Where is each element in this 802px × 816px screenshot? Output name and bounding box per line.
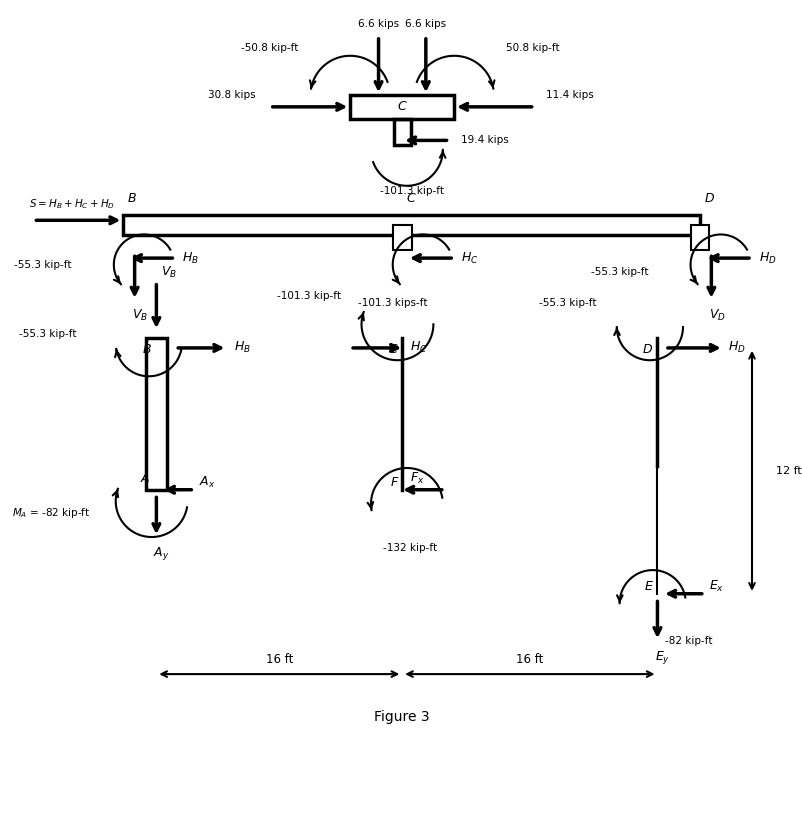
Text: $H_C$: $H_C$ [410,340,427,356]
Text: $E_y$: $E_y$ [654,649,670,666]
Text: C: C [389,344,398,357]
Text: -50.8 kip-ft: -50.8 kip-ft [241,43,298,53]
Text: $F_x$: $F_x$ [410,471,424,486]
Text: E: E [645,579,653,592]
Text: F: F [391,476,398,489]
Text: 11.4 kips: 11.4 kips [546,90,593,100]
Text: $V_B$: $V_B$ [132,308,148,323]
Text: -101.3 kip-ft: -101.3 kip-ft [379,185,444,196]
Text: D: D [643,344,653,357]
Text: C: C [398,100,407,113]
Text: B: B [128,192,136,205]
Text: C: C [407,192,415,205]
Bar [691,225,710,250]
Text: 12 ft: 12 ft [776,466,801,476]
Text: B: B [143,344,152,357]
Text: -55.3 kip-ft: -55.3 kip-ft [18,329,76,339]
Text: $M_A$ = -82 kip-ft: $M_A$ = -82 kip-ft [12,507,90,521]
Text: 16 ft: 16 ft [516,654,544,667]
Text: D: D [705,192,715,205]
Text: $A_x$: $A_x$ [199,475,216,490]
Text: $S = H_B+H_C+H_D$: $S = H_B+H_C+H_D$ [29,197,115,211]
Bar [393,225,411,250]
Text: -55.3 kip-ft: -55.3 kip-ft [14,259,71,270]
Text: -55.3 kip-ft: -55.3 kip-ft [590,268,648,277]
Bar [124,215,700,236]
Text: 19.4 kips: 19.4 kips [461,135,508,145]
Text: -132 kip-ft: -132 kip-ft [383,543,437,553]
Bar [394,118,411,145]
Text: -101.3 kips-ft: -101.3 kips-ft [358,298,427,308]
Text: -101.3 kip-ft: -101.3 kip-ft [277,291,341,301]
Text: 6.6 kips: 6.6 kips [358,19,399,29]
Bar [146,339,167,490]
Text: 30.8 kips: 30.8 kips [208,90,256,100]
Text: $V_D$: $V_D$ [709,308,726,323]
Text: Figure 3: Figure 3 [375,710,430,724]
Text: $H_D$: $H_D$ [728,340,746,356]
Text: $A_y$: $A_y$ [153,544,169,561]
Text: -82 kip-ft: -82 kip-ft [665,636,712,646]
Text: A: A [140,472,149,485]
Text: 50.8 kip-ft: 50.8 kip-ft [506,43,560,53]
Text: $H_D$: $H_D$ [759,251,776,266]
Text: $H_B$: $H_B$ [234,340,251,356]
Text: $H_B$: $H_B$ [182,251,199,266]
Text: $H_C$: $H_C$ [461,251,478,266]
Text: 16 ft: 16 ft [265,654,293,667]
Text: -55.3 kip-ft: -55.3 kip-ft [538,298,596,308]
Text: 6.6 kips: 6.6 kips [405,19,447,29]
Text: $V_B$: $V_B$ [161,264,177,280]
Bar [350,95,454,118]
Text: $E_x$: $E_x$ [710,579,724,594]
